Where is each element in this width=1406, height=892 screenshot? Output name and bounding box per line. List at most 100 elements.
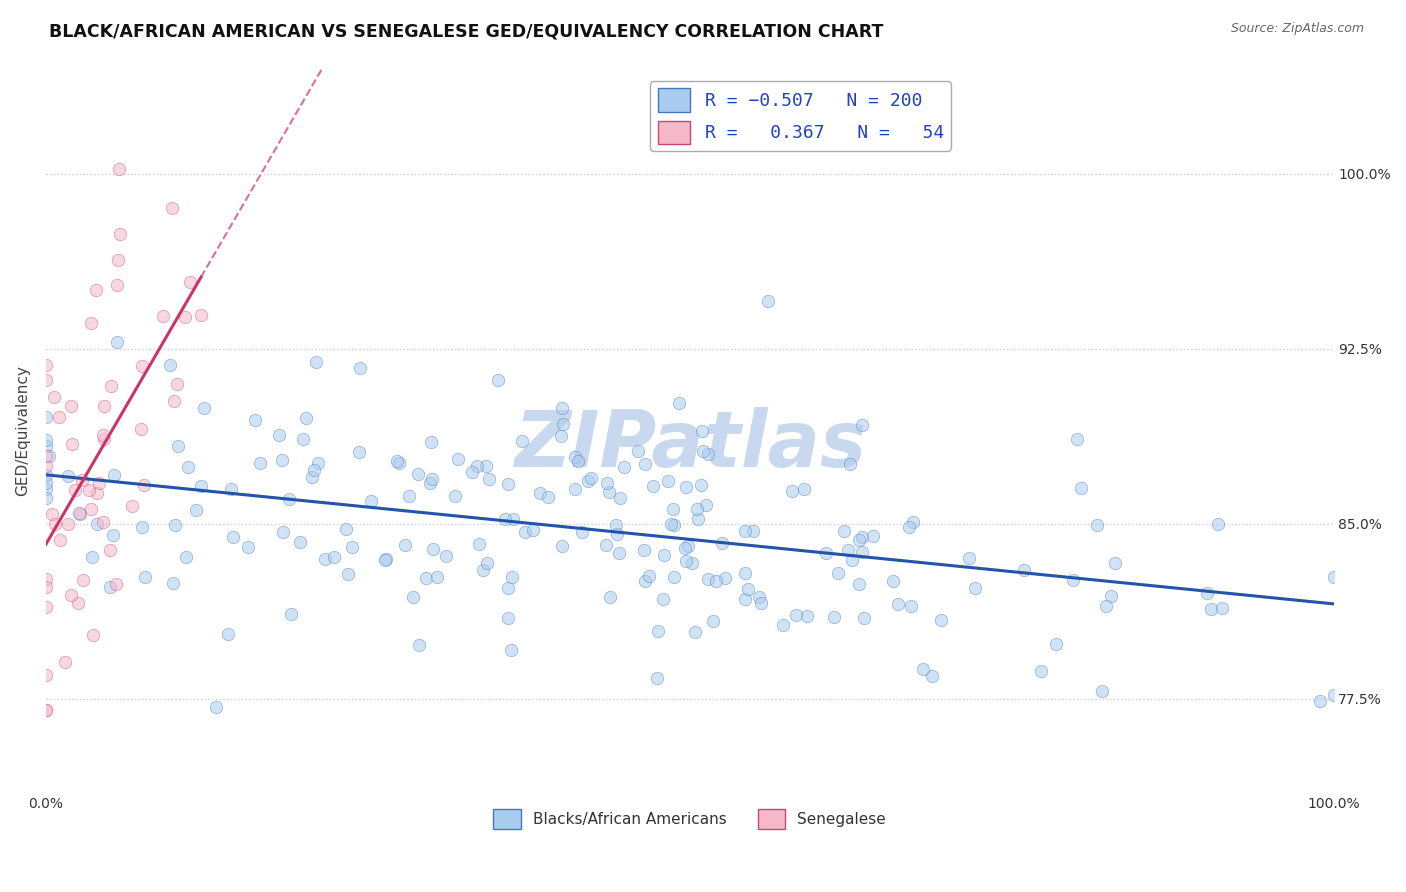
Point [35, 373, 58, 387]
Point [131, 359, 153, 374]
Point [841, 552, 863, 566]
Point [814, 546, 837, 560]
Point [486, 373, 509, 387]
Point [634, 457, 657, 471]
Point [301, 469, 323, 483]
Point [780, 483, 803, 498]
Point [862, 529, 884, 543]
Point [637, 569, 659, 583]
Point [634, 574, 657, 589]
Point [609, 491, 631, 505]
Point [35, 433, 58, 447]
Point [193, 401, 215, 416]
Point [1094, 599, 1116, 613]
Point [77, 483, 100, 498]
Point [219, 482, 242, 496]
Point [82, 628, 104, 642]
Point [690, 478, 713, 492]
Point [107, 334, 129, 349]
Point [374, 553, 396, 567]
Point [86, 517, 108, 532]
Point [166, 376, 188, 391]
Point [751, 596, 773, 610]
Point [478, 472, 501, 486]
Point [887, 597, 910, 611]
Point [641, 479, 664, 493]
Point [121, 499, 143, 513]
Point [53, 655, 76, 669]
Point [551, 417, 574, 431]
Point [35, 476, 58, 491]
Point [796, 608, 818, 623]
Point [567, 454, 589, 468]
Point [134, 570, 156, 584]
Y-axis label: GED/Equivalency: GED/Equivalency [15, 365, 30, 496]
Point [651, 591, 673, 606]
Point [292, 432, 315, 446]
Point [921, 669, 943, 683]
Point [35, 703, 58, 717]
Point [529, 485, 551, 500]
Point [668, 396, 690, 410]
Point [217, 627, 239, 641]
Point [35, 580, 58, 594]
Point [461, 465, 484, 479]
Point [475, 458, 498, 473]
Point [131, 520, 153, 534]
Point [472, 563, 495, 577]
Point [387, 456, 409, 470]
Point [35, 703, 58, 717]
Point [502, 512, 524, 526]
Point [734, 591, 756, 606]
Point [280, 607, 302, 622]
Point [167, 438, 190, 452]
Point [1201, 602, 1223, 616]
Point [494, 512, 516, 526]
Point [598, 485, 620, 500]
Point [190, 308, 212, 322]
Point [98, 580, 121, 594]
Point [571, 524, 593, 539]
Point [67, 506, 90, 520]
Point [1206, 517, 1229, 532]
Point [1062, 573, 1084, 587]
Point [676, 539, 699, 553]
Text: ZIPatlas: ZIPatlas [513, 407, 866, 483]
Point [87, 476, 110, 491]
Point [35, 359, 58, 373]
Point [475, 557, 498, 571]
Point [675, 554, 697, 568]
Point [406, 467, 429, 481]
Point [695, 498, 717, 512]
Point [419, 475, 441, 490]
Point [1195, 586, 1218, 600]
Point [702, 615, 724, 629]
Point [957, 551, 980, 566]
Point [179, 275, 201, 289]
Point [882, 574, 904, 588]
Point [647, 624, 669, 639]
Point [1322, 570, 1344, 584]
Point [101, 528, 124, 542]
Point [336, 566, 359, 581]
Point [468, 537, 491, 551]
Point [49, 533, 72, 548]
Legend: Blacks/African Americans, Senegalese: Blacks/African Americans, Senegalese [488, 803, 891, 835]
Point [58, 517, 80, 532]
Point [627, 444, 650, 458]
Point [1104, 556, 1126, 570]
Point [267, 427, 290, 442]
Point [93, 399, 115, 413]
Point [929, 613, 952, 627]
Point [434, 549, 457, 563]
Point [654, 548, 676, 562]
Point [1029, 664, 1052, 678]
Point [851, 545, 873, 559]
Point [307, 457, 329, 471]
Point [903, 515, 925, 529]
Point [613, 460, 636, 475]
Point [91, 515, 114, 529]
Point [314, 552, 336, 566]
Point [69, 508, 91, 522]
Point [686, 502, 709, 516]
